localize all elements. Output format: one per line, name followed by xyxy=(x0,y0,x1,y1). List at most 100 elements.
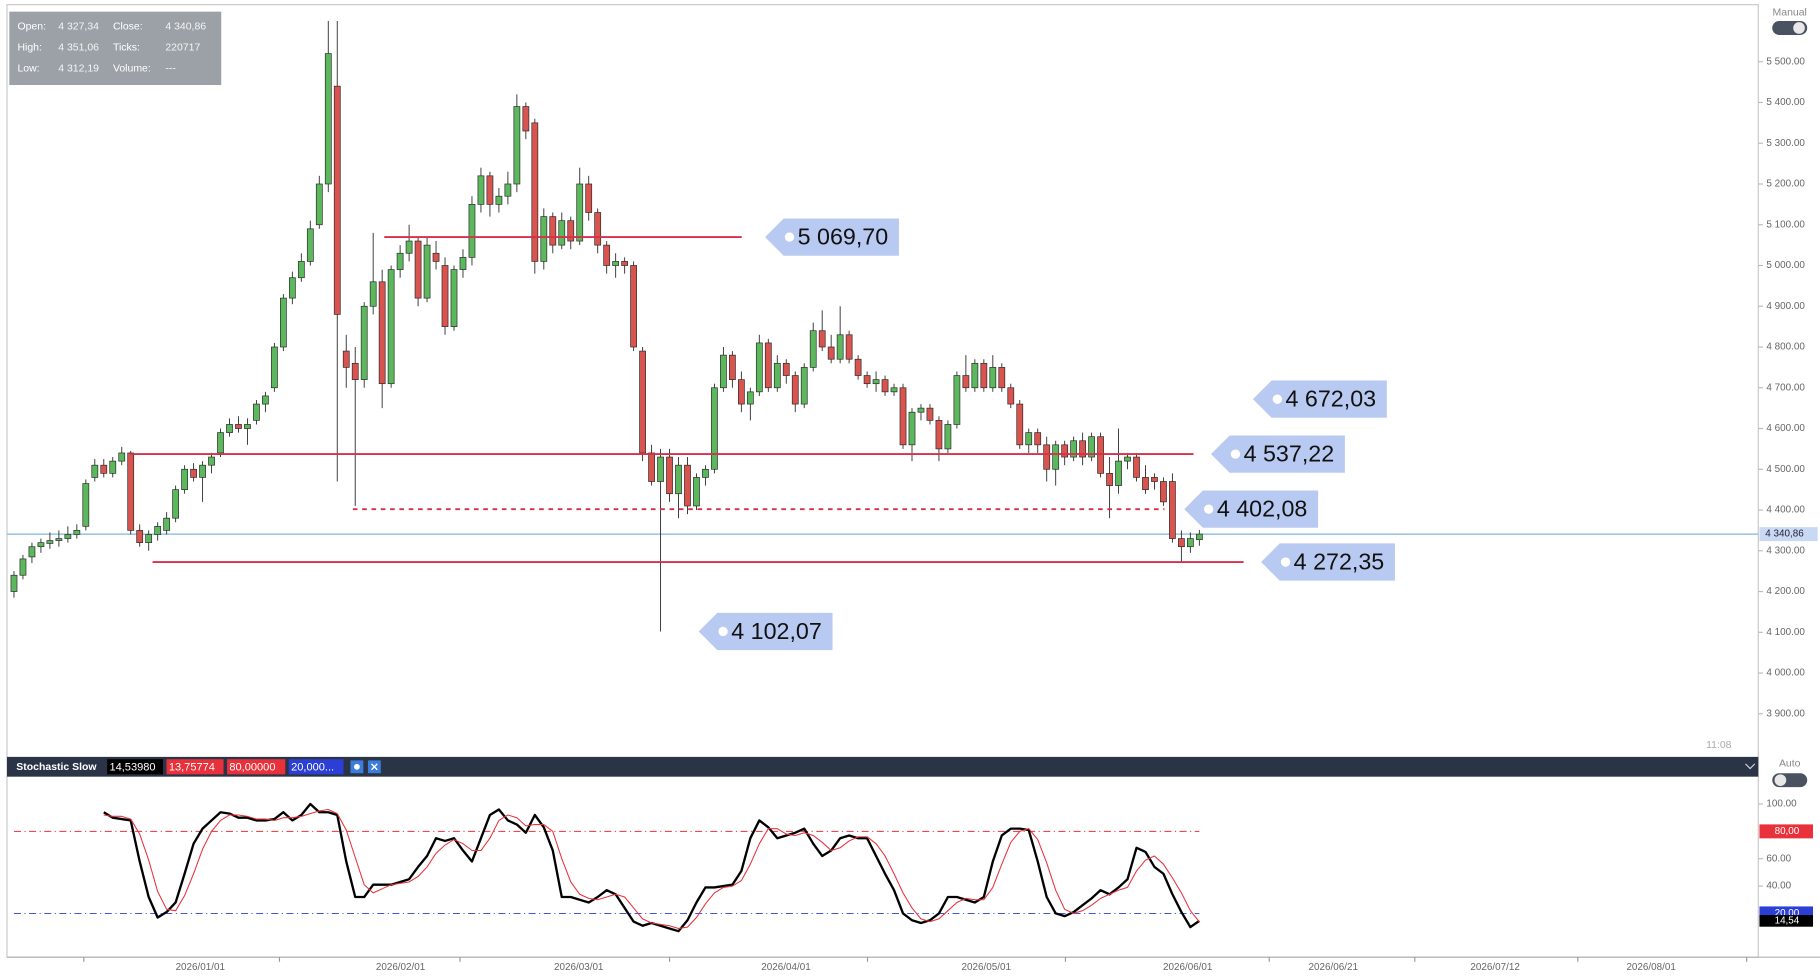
level-label: 80,00 xyxy=(1775,826,1800,837)
stochastic-line xyxy=(103,808,1200,929)
candle-body xyxy=(1124,456,1131,462)
header-value: 14,53980 xyxy=(109,761,155,773)
candle-body xyxy=(136,530,144,543)
level-tag-label: 4 402,08 xyxy=(1217,496,1308,522)
candle-body xyxy=(621,261,629,266)
candle-body xyxy=(845,334,853,360)
candle-body xyxy=(818,330,826,348)
candle-body xyxy=(154,525,162,535)
candle-body xyxy=(612,261,620,266)
candle-body xyxy=(737,379,745,405)
info-value: 4 340,86 xyxy=(165,22,206,33)
header-value: 13,75774 xyxy=(169,761,215,773)
indicator-header xyxy=(6,756,1759,777)
candle-body xyxy=(342,350,350,368)
candle-body xyxy=(585,183,593,213)
candle-body xyxy=(351,362,359,380)
candle-body xyxy=(360,305,368,380)
candle-body xyxy=(576,183,584,242)
y-tick-label: 4 000.00 xyxy=(1766,668,1805,679)
candle-body xyxy=(854,358,862,376)
candle-body xyxy=(172,489,179,519)
header-value-box xyxy=(288,759,344,775)
candle-body xyxy=(549,216,557,246)
candle-body xyxy=(378,281,386,385)
info-value: 220717 xyxy=(165,43,200,54)
candle-body xyxy=(127,452,135,531)
candle-body xyxy=(746,391,754,405)
toggle-knob xyxy=(1774,774,1787,786)
candle-body xyxy=(513,106,521,185)
candle-body xyxy=(199,464,206,478)
candle-body xyxy=(989,367,997,389)
x-tick-label: 2026/04/01 xyxy=(761,962,811,973)
candle-body xyxy=(163,517,171,531)
y-tick-label: 5 100.00 xyxy=(1766,219,1805,230)
info-label: Close: xyxy=(113,22,143,33)
candle-body xyxy=(19,558,27,576)
candle-body xyxy=(55,538,63,541)
candle-body xyxy=(288,277,296,299)
info-value: 4 327,34 xyxy=(58,22,99,33)
candle-body xyxy=(773,362,781,389)
candle-body xyxy=(432,252,440,262)
candle-body xyxy=(10,574,18,592)
candle-body xyxy=(396,252,404,270)
header-value: 80,00000 xyxy=(229,761,275,773)
y-tick-label: 4 200.00 xyxy=(1766,586,1805,597)
x-tick-label: 2026/08/01 xyxy=(1626,962,1676,973)
header-value-box xyxy=(227,759,286,775)
candle-body xyxy=(666,456,673,495)
level-tag-label: 4 672,03 xyxy=(1286,385,1377,411)
info-label: Volume: xyxy=(113,63,151,74)
candle-body xyxy=(917,407,925,413)
candle-body xyxy=(1169,481,1176,539)
level-label: 20,00 xyxy=(1775,908,1800,919)
candle-body xyxy=(280,297,287,348)
candle-body xyxy=(971,362,979,389)
candle-body xyxy=(37,542,45,548)
candle-body xyxy=(1178,538,1185,548)
candle-body xyxy=(315,183,323,226)
x-tick-label: 2026/03/01 xyxy=(554,962,604,973)
candle-body xyxy=(459,256,467,270)
candle-body xyxy=(522,106,530,132)
candle-body xyxy=(235,424,242,429)
candle-body xyxy=(333,85,341,315)
candle-body xyxy=(1142,477,1149,491)
y-tick-label: 5 000.00 xyxy=(1766,260,1805,271)
candle-body xyxy=(28,546,36,558)
header-value: 20,000... xyxy=(291,761,334,773)
time-label: 11:08 xyxy=(1706,740,1732,751)
candle-body xyxy=(253,403,260,421)
y-tick-label: 4 900.00 xyxy=(1766,301,1805,312)
candle-body xyxy=(423,244,431,299)
candle-body xyxy=(1115,460,1122,486)
candle-body xyxy=(657,456,664,482)
y-tick-label: 5 500.00 xyxy=(1766,56,1805,67)
candle-body xyxy=(387,269,395,385)
y-tick-label: 5 200.00 xyxy=(1766,179,1805,190)
candle-body xyxy=(1007,387,1015,405)
y-tick-label: 4 300.00 xyxy=(1766,545,1805,556)
level-tag-label: 4 102,07 xyxy=(731,618,822,644)
level-tag xyxy=(1261,543,1395,581)
candle-body xyxy=(675,464,682,495)
candle-body xyxy=(1043,444,1051,470)
collapse-icon[interactable] xyxy=(1745,763,1756,770)
y-tick-label: 5 400.00 xyxy=(1766,97,1805,108)
x-tick-label: 2026/07/12 xyxy=(1470,962,1519,973)
candle-body xyxy=(118,452,126,462)
candle-body xyxy=(495,195,503,205)
header-value-box xyxy=(107,759,164,775)
level-tag-label: 4 272,35 xyxy=(1294,548,1385,574)
candle-body xyxy=(109,460,117,474)
level-tag xyxy=(765,218,899,256)
candle-body xyxy=(1034,432,1042,446)
info-value: 4 312,19 xyxy=(58,63,99,74)
candle-body xyxy=(1016,403,1024,446)
current-price-box xyxy=(1759,527,1818,542)
y-tick-label: 40.00 xyxy=(1766,881,1791,892)
y-tick-label: 4 800.00 xyxy=(1766,342,1805,353)
